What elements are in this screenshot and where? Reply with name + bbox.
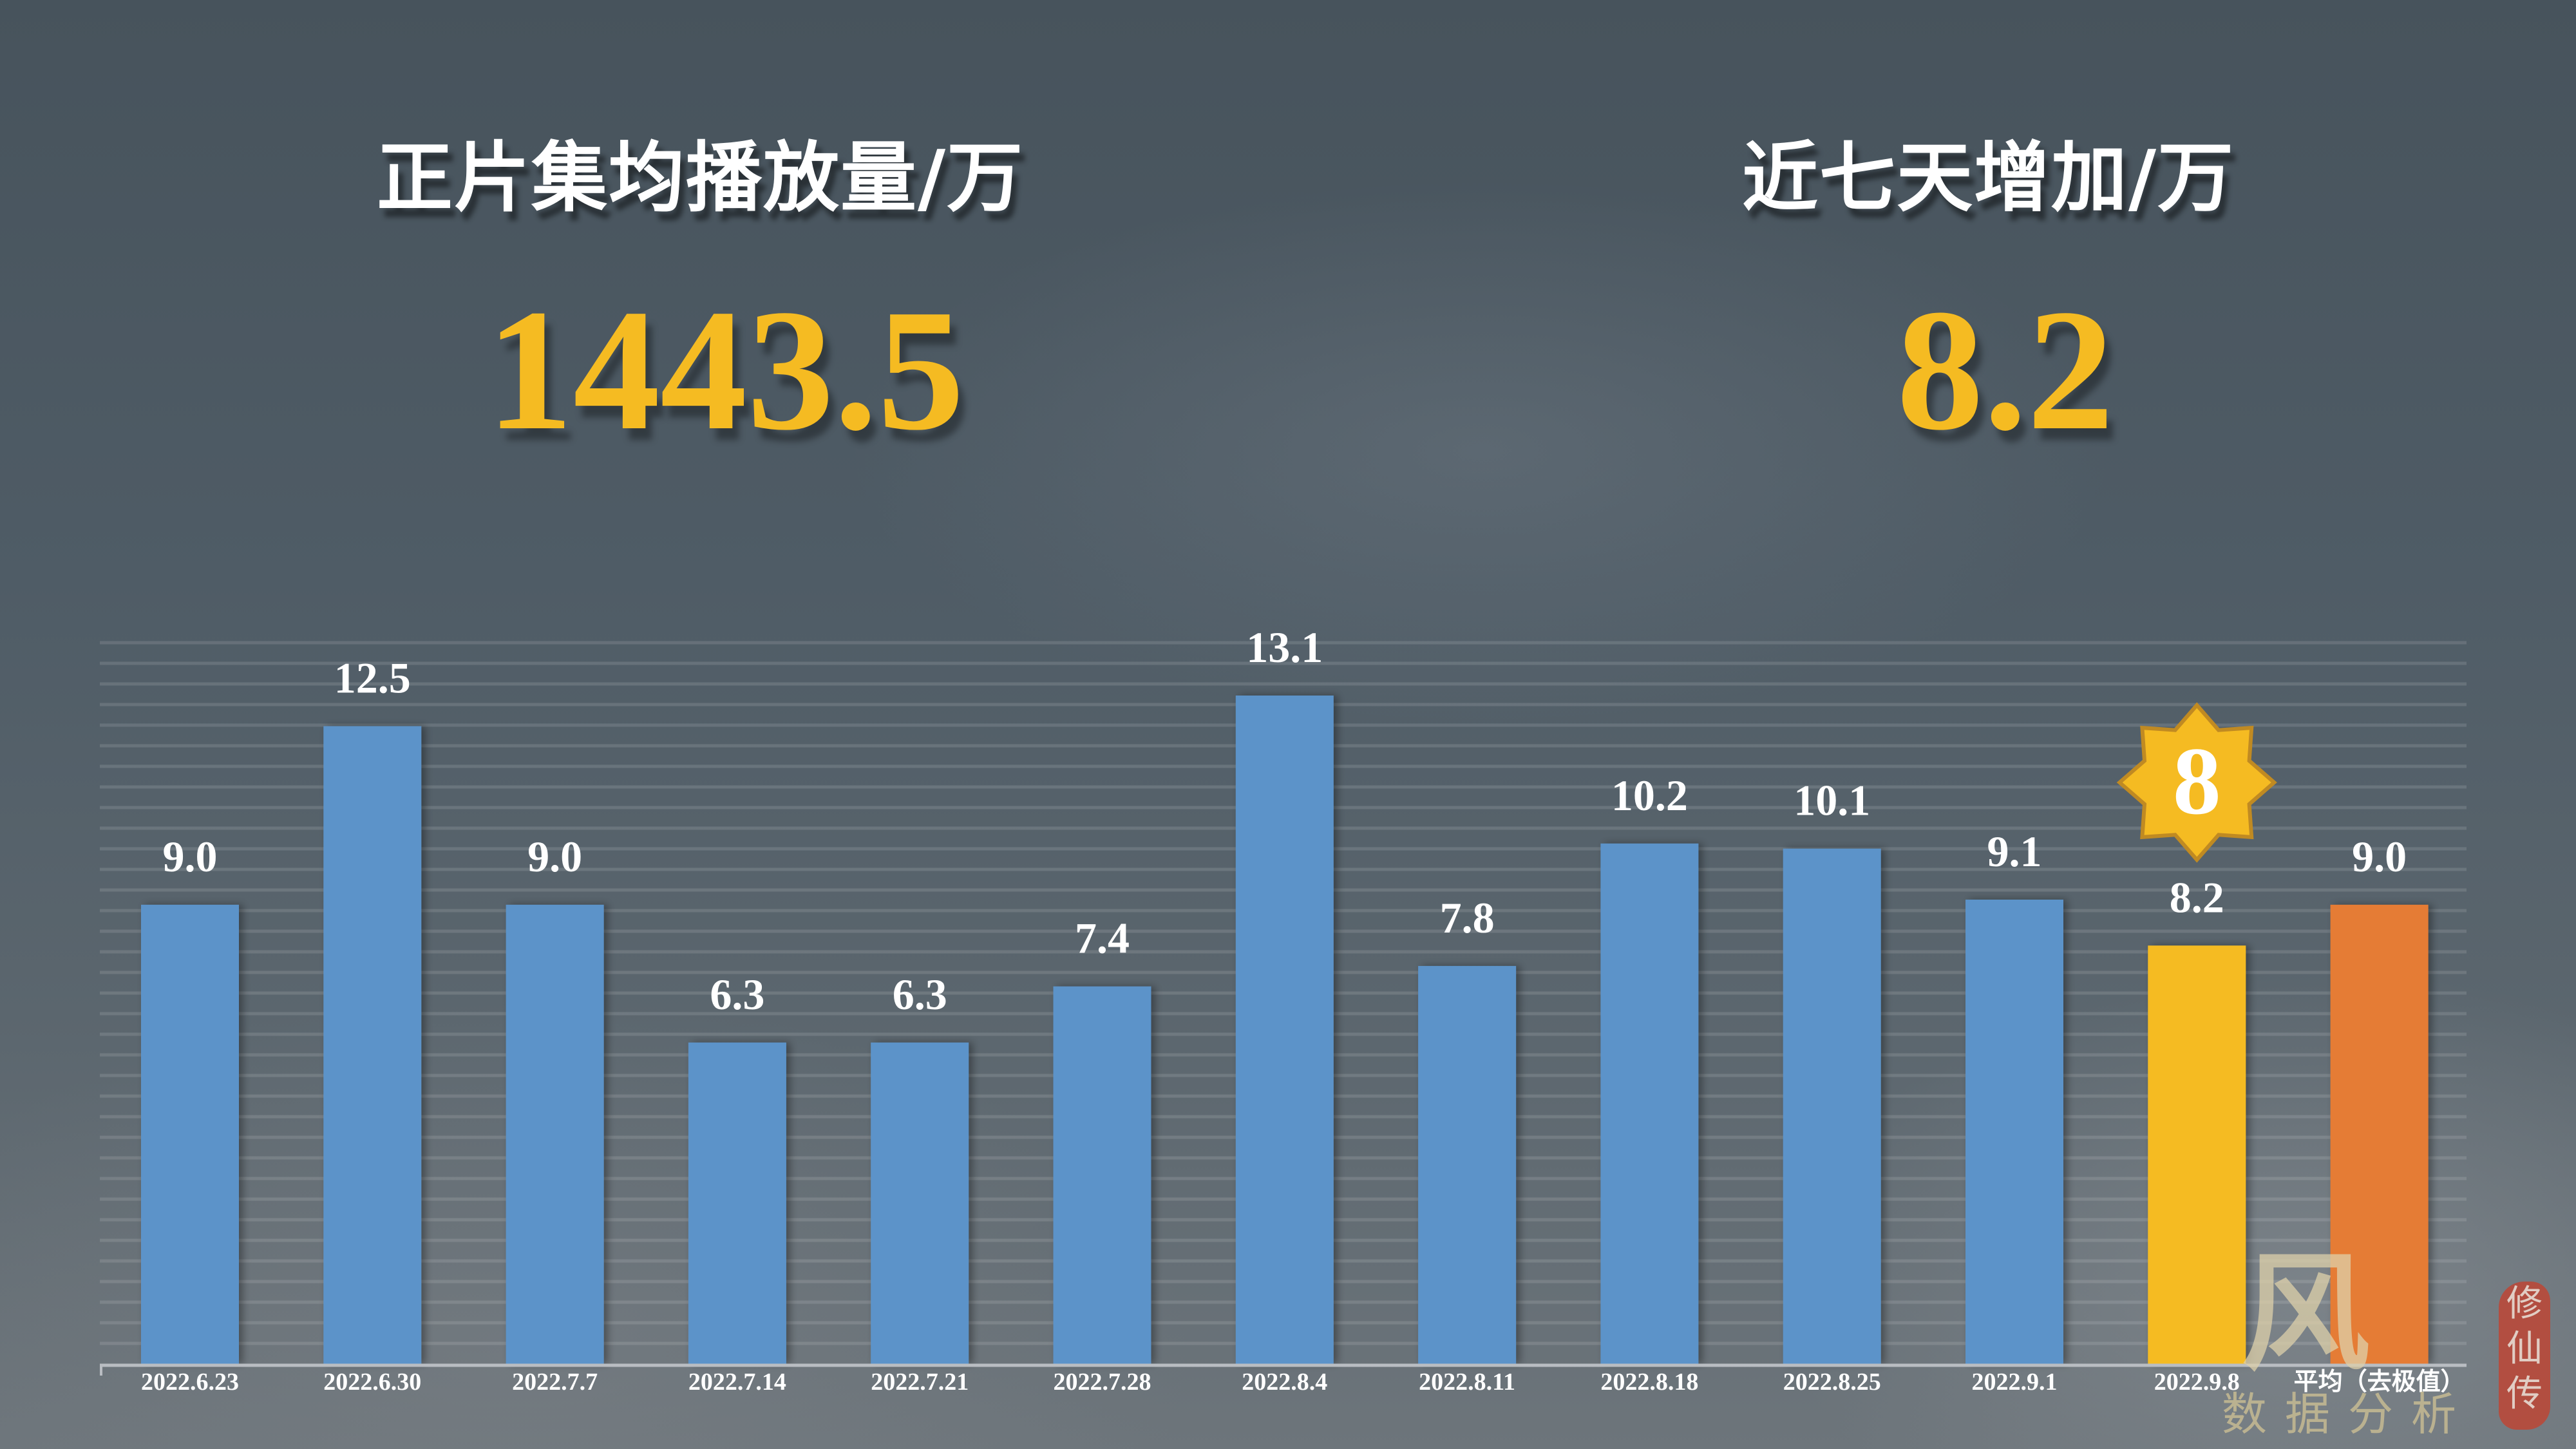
seal-char: 传 bbox=[2506, 1373, 2543, 1415]
kpi-avg-plays-title: 正片集均播放量/万 bbox=[377, 133, 1025, 222]
badge-rank-text: 8 bbox=[2173, 728, 2221, 835]
bar-2022.6.23 bbox=[141, 904, 239, 1364]
watermark-text: 数据分析 bbox=[2222, 1388, 2474, 1441]
bar-2022.7.28 bbox=[1053, 986, 1151, 1364]
x-tick-label: 2022.7.14 bbox=[688, 1368, 786, 1396]
value-label: 7.4 bbox=[1075, 914, 1130, 963]
x-tick-label: 2022.8.25 bbox=[1783, 1368, 1881, 1396]
value-label: 10.1 bbox=[1794, 776, 1870, 825]
value-label: 8.2 bbox=[2170, 873, 2224, 922]
kpi-weekly-increase-value: 8.2 bbox=[1897, 274, 2114, 466]
seal-char: 仙 bbox=[2506, 1328, 2543, 1370]
value-label: 6.3 bbox=[710, 970, 764, 1019]
bar-2022.7.7 bbox=[506, 904, 604, 1364]
seal-char: 修 bbox=[2506, 1283, 2543, 1325]
watermark-feng: 风 bbox=[2241, 1238, 2371, 1389]
bars: 9.0 2022.6.23 12.5 2022.6.30 9.0 2022.7.7 6.3 2… bbox=[141, 623, 2465, 1396]
watermark-seal: 修 仙 传 bbox=[2499, 1282, 2550, 1430]
bar-2022.8.4 bbox=[1235, 696, 1334, 1364]
x-tick-label: 2022.7.7 bbox=[512, 1368, 598, 1396]
bar-2022.8.11 bbox=[1418, 965, 1517, 1364]
x-tick-label: 2022.6.23 bbox=[141, 1368, 239, 1396]
bar-2022.9.8 bbox=[2148, 945, 2246, 1364]
value-label: 9.0 bbox=[527, 832, 582, 881]
value-label: 13.1 bbox=[1246, 623, 1323, 672]
x-axis bbox=[100, 1363, 2467, 1376]
x-tick-label: 2022.7.21 bbox=[871, 1368, 969, 1396]
bar-2022.8.18 bbox=[1600, 843, 1699, 1364]
bar-2022.6.30 bbox=[323, 726, 422, 1364]
bar-平均（去极值） bbox=[2330, 904, 2429, 1364]
bar-2022.7.14 bbox=[688, 1042, 786, 1364]
value-label: 9.1 bbox=[1987, 827, 2042, 876]
rank-badge: 8 bbox=[2116, 702, 2277, 863]
x-tick-label: 2022.7.28 bbox=[1054, 1368, 1151, 1396]
x-tick-label: 2022.6.30 bbox=[323, 1368, 421, 1396]
bar-2022.7.21 bbox=[871, 1042, 969, 1364]
bar-2022.8.25 bbox=[1783, 848, 1881, 1364]
x-tick-label: 2022.8.4 bbox=[1242, 1368, 1327, 1396]
x-tick-label: 2022.8.18 bbox=[1600, 1368, 1698, 1396]
x-tick-label: 平均（去极值） bbox=[2294, 1367, 2465, 1396]
kpi-avg-plays-value: 1443.5 bbox=[486, 274, 965, 466]
x-tick-label: 2022.9.1 bbox=[1972, 1368, 2058, 1396]
x-tick-label: 2022.9.8 bbox=[2154, 1368, 2240, 1396]
value-label: 9.0 bbox=[2352, 832, 2407, 881]
bar-2022.9.1 bbox=[1965, 899, 2063, 1364]
value-label: 12.5 bbox=[334, 654, 411, 703]
value-label: 7.8 bbox=[1440, 893, 1495, 942]
x-tick-label: 2022.8.11 bbox=[1419, 1368, 1515, 1396]
value-label: 6.3 bbox=[893, 970, 947, 1019]
value-label: 9.0 bbox=[163, 832, 218, 881]
star-badge-icon bbox=[2116, 702, 2277, 863]
kpi-weekly-increase-title: 近七天增加/万 bbox=[1742, 133, 2235, 222]
value-label: 10.2 bbox=[1611, 771, 1688, 820]
